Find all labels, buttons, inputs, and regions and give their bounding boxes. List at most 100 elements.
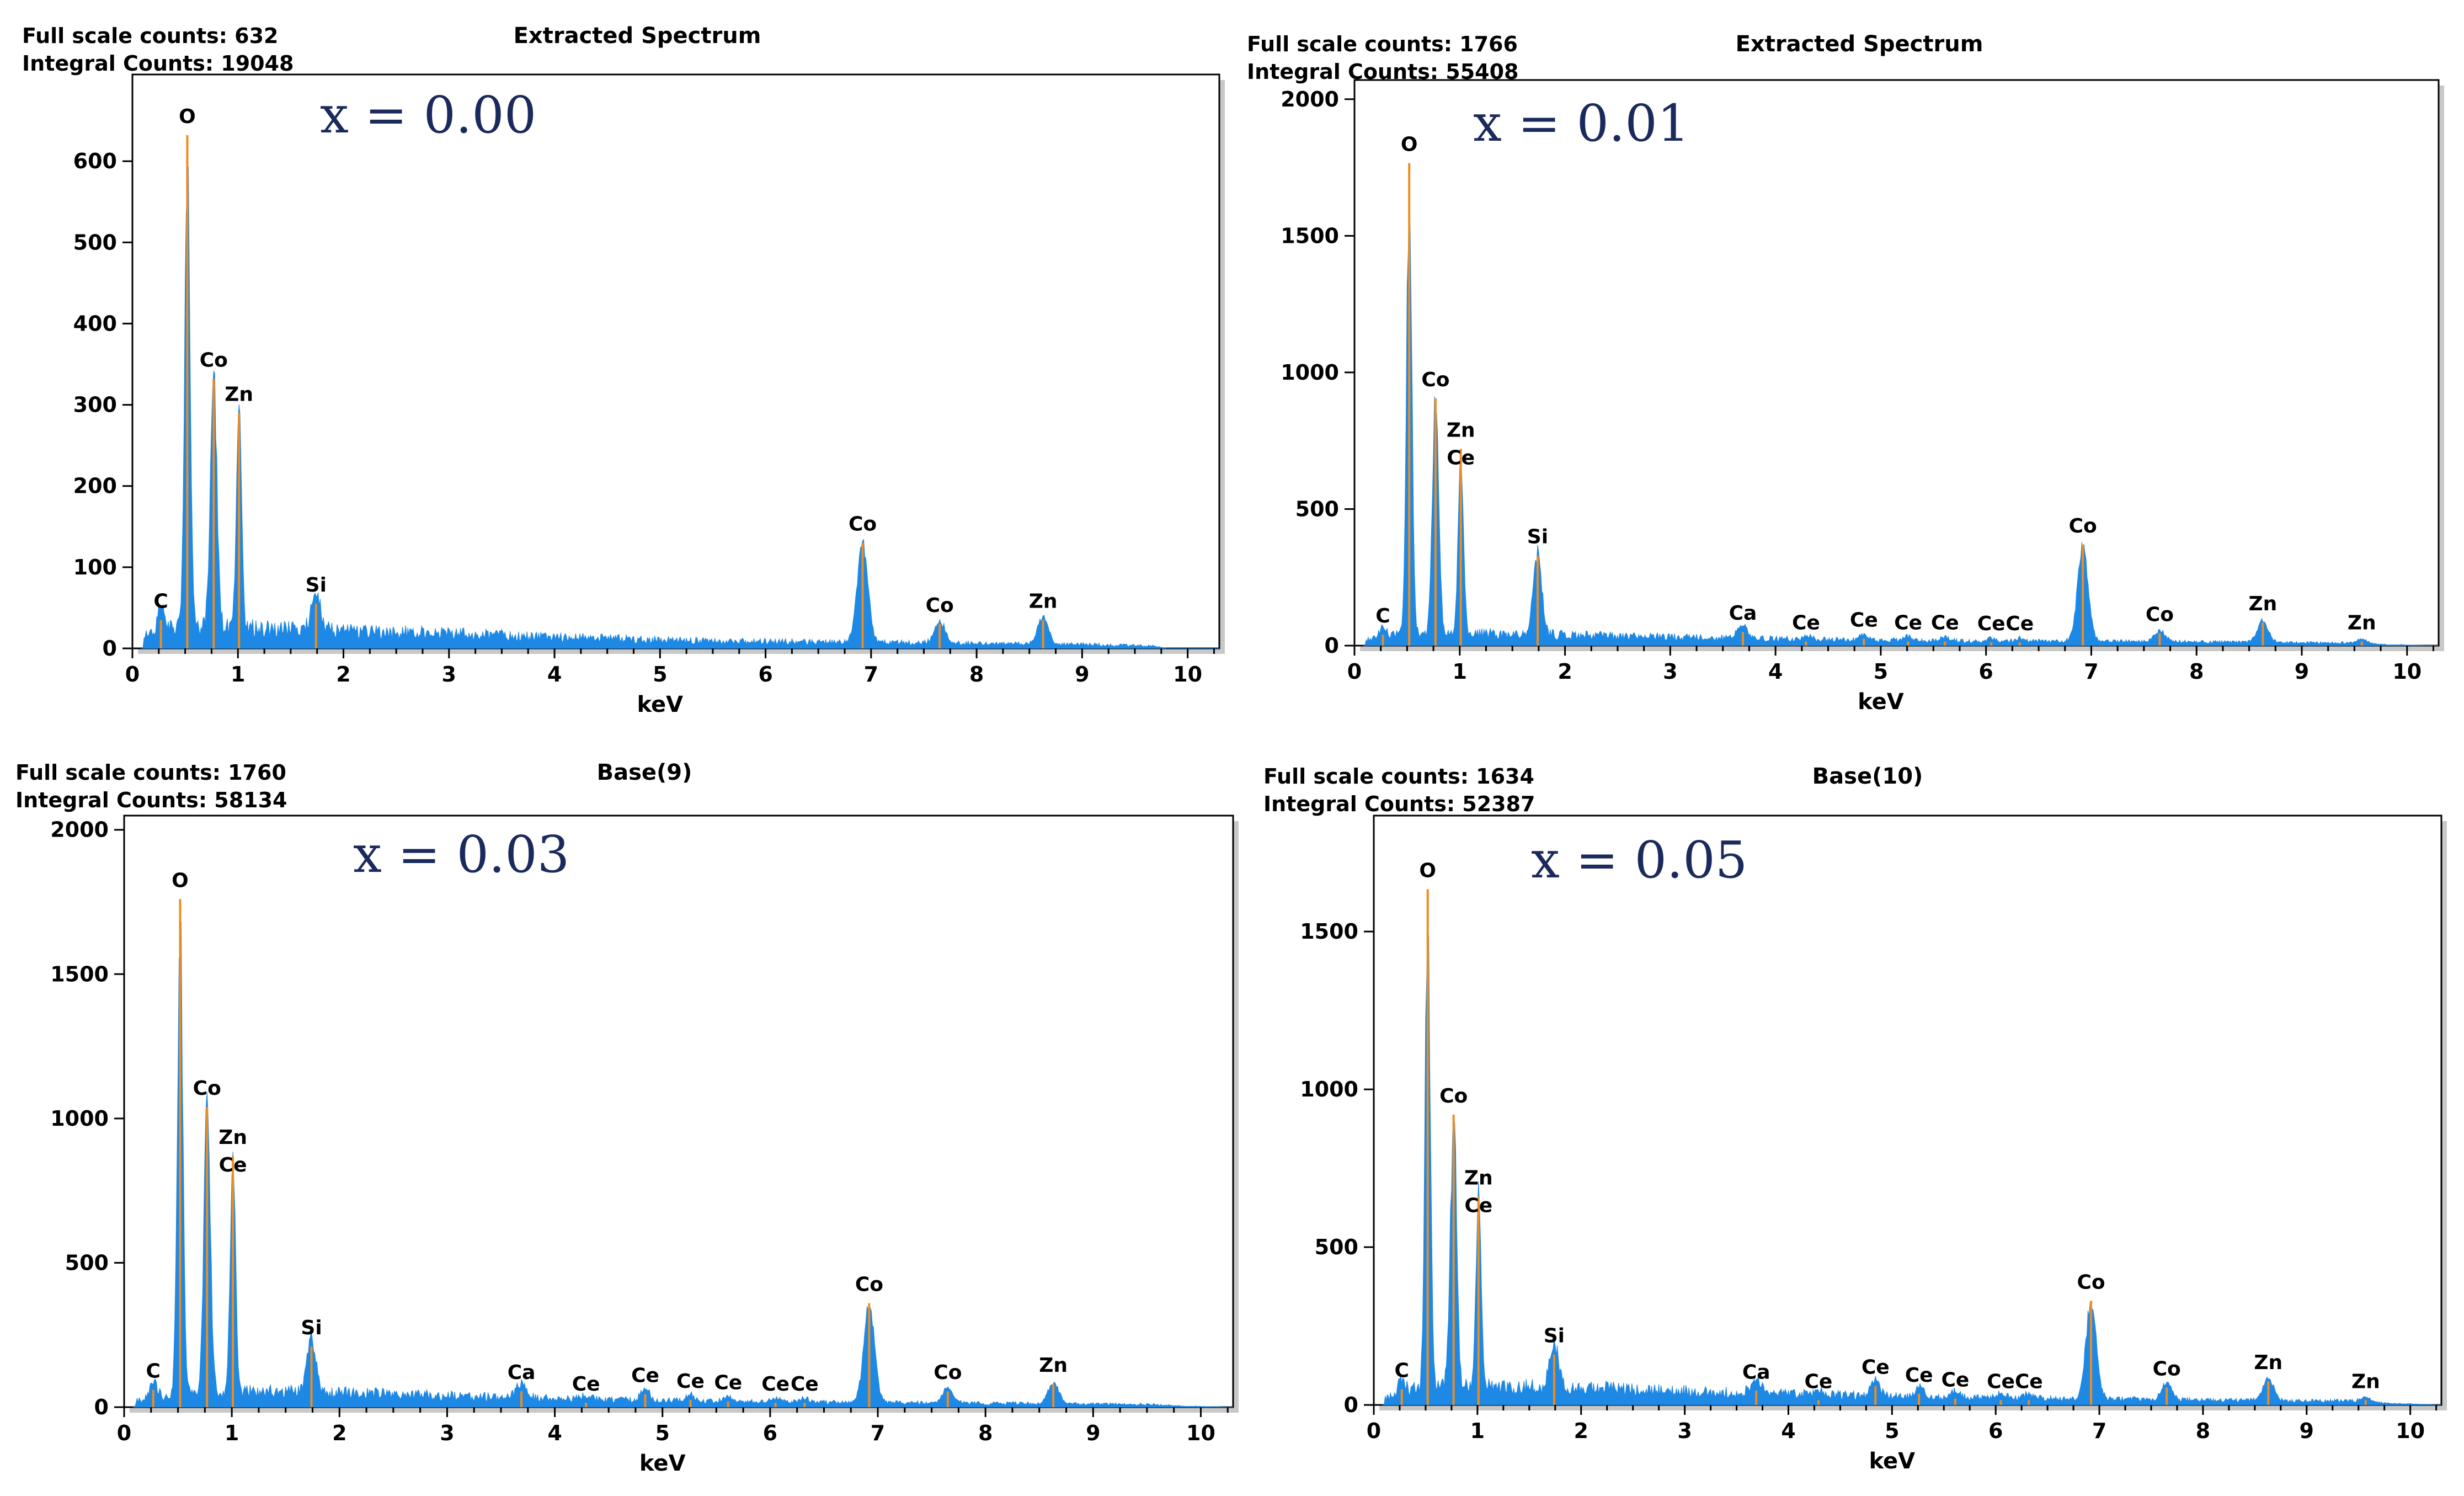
peak-label-ce: Ce (1977, 613, 2006, 635)
peak-label-ce: Ce (791, 1373, 819, 1396)
x-tick-label: 3 (442, 662, 456, 686)
peak-label-c: C (146, 1360, 160, 1383)
spectrum-panel-0: Full scale counts: 632 Integral Counts: 1… (22, 23, 1225, 717)
x-tick-label: 8 (2196, 1419, 2210, 1443)
peak-label-ce: Ce (1941, 1369, 1969, 1392)
chart-title: Base(10) (1812, 764, 1923, 789)
x-tick-label: 8 (969, 662, 984, 686)
peak-label-zn: Zn (1039, 1354, 1068, 1377)
composition-label: x = 0.03 (353, 825, 569, 884)
peak-label-ce: Ce (1905, 1364, 1933, 1387)
peak-label-si: Si (301, 1317, 322, 1339)
peak-label-zn: Zn (218, 1126, 247, 1149)
x-tick-label: 5 (1885, 1419, 1899, 1443)
integral-counts: Integral Counts: 52387 (1263, 792, 1535, 816)
peak-label-ca: Ca (1742, 1361, 1770, 1383)
peak-label-ce: Ce (2006, 613, 2034, 635)
y-tick-label: 500 (73, 230, 117, 254)
peak-label-ce: Ce (631, 1364, 659, 1387)
x-axis-title: keV (1858, 689, 1904, 715)
y-tick-label: 500 (1295, 497, 1339, 521)
plot-frame (1353, 79, 2440, 647)
x-axis-title: keV (639, 1451, 686, 1476)
x-tick-label: 9 (1086, 1421, 1100, 1445)
peak-label-zn: Zn (2254, 1351, 2282, 1374)
peak-label-zn: Zn (2249, 593, 2278, 615)
x-tick-label: 9 (1075, 662, 1089, 686)
x-tick-label: 7 (2092, 1419, 2106, 1443)
spectrum-area (1363, 190, 2439, 646)
peak-label-c: C (1375, 605, 1390, 627)
full-scale-counts: Full scale counts: 632 (22, 24, 278, 48)
x-tick-label: 6 (758, 662, 772, 686)
x-axis-title: keV (1869, 1449, 1916, 1474)
x-tick-label: 5 (1874, 659, 1888, 684)
x-tick-label: 8 (978, 1421, 993, 1445)
chart-title: Base(9) (597, 760, 692, 785)
y-tick-label: 1500 (50, 962, 109, 986)
y-tick-label: 1000 (1281, 360, 1339, 385)
composition-label: x = 0.05 (1531, 830, 1747, 890)
x-tick-label: 1 (231, 662, 245, 686)
peak-label-o: O (179, 105, 196, 128)
peak-label-zn: Zn (1029, 590, 1058, 613)
full-scale-counts: Full scale counts: 1760 (15, 760, 286, 785)
y-tick-label: 0 (1344, 1393, 1358, 1417)
peak-label-co: Co (2077, 1271, 2105, 1293)
x-tick-label: 6 (1988, 1419, 2003, 1443)
y-tick-label: 400 (73, 311, 117, 336)
composition-label: x = 0.00 (320, 86, 536, 145)
peak-label-c: C (153, 590, 168, 613)
y-tick-label: 2000 (50, 818, 109, 842)
peak-label-ca: Ca (508, 1361, 536, 1384)
peak-label-zn: Zn (2351, 1370, 2380, 1393)
x-tick-label: 4 (1781, 1419, 1795, 1443)
y-tick-label: 2000 (1281, 87, 1339, 111)
x-tick-label: 7 (2084, 659, 2098, 684)
peak-label-zn: Zn (1447, 419, 1475, 442)
y-tick-label: 1500 (1281, 223, 1339, 248)
x-tick-label: 7 (864, 662, 878, 686)
peak-label-ce: Ce (714, 1372, 742, 1394)
peak-label-co: Co (193, 1077, 221, 1100)
peak-label-co: Co (1439, 1085, 1468, 1108)
peak-label-ce: Ce (1792, 612, 1820, 635)
peak-label-zn: Zn (1464, 1167, 1493, 1190)
peak-label-ce: Ce (572, 1373, 600, 1396)
x-tick-label: 0 (125, 662, 140, 686)
peak-label-ce: Ce (219, 1154, 247, 1176)
peak-label-ce: Ce (1850, 609, 1878, 632)
y-tick-label: 1500 (1300, 919, 1358, 944)
peak-label-o: O (172, 869, 189, 892)
spectrum-area (1382, 922, 2442, 1406)
x-tick-label: 6 (1978, 659, 1993, 684)
peak-label-co: Co (2069, 515, 2097, 537)
x-tick-label: 1 (1470, 1419, 1485, 1443)
x-tick-label: 7 (871, 1421, 885, 1445)
y-tick-label: 500 (1315, 1235, 1358, 1259)
peak-label-ca: Ca (1729, 602, 1757, 625)
peak-label-c: C (1395, 1359, 1409, 1382)
y-tick-label: 100 (73, 555, 117, 579)
y-tick-label: 0 (103, 636, 117, 661)
y-tick-label: 200 (73, 474, 117, 498)
integral-counts: Integral Counts: 58134 (15, 788, 287, 812)
peak-label-co: Co (2153, 1358, 2181, 1381)
peak-label-ce: Ce (1805, 1370, 1833, 1393)
x-tick-label: 5 (653, 662, 667, 686)
peak-label-co: Co (926, 594, 954, 617)
x-tick-label: 10 (1173, 662, 1202, 686)
peak-label-si: Si (1527, 526, 1548, 549)
plot-frame (131, 73, 1220, 649)
peak-label-ce: Ce (1464, 1195, 1492, 1217)
x-tick-label: 3 (1663, 659, 1677, 684)
peak-label-ce: Ce (1862, 1356, 1890, 1379)
peak-label-ce: Ce (1931, 612, 1959, 635)
peak-label-co: Co (2146, 604, 2174, 626)
peak-label-ce: Ce (1447, 447, 1475, 470)
x-tick-label: 10 (2396, 1419, 2425, 1443)
y-tick-label: 600 (73, 149, 117, 173)
plot-frame (123, 814, 1234, 1408)
y-tick-label: 300 (73, 393, 117, 417)
